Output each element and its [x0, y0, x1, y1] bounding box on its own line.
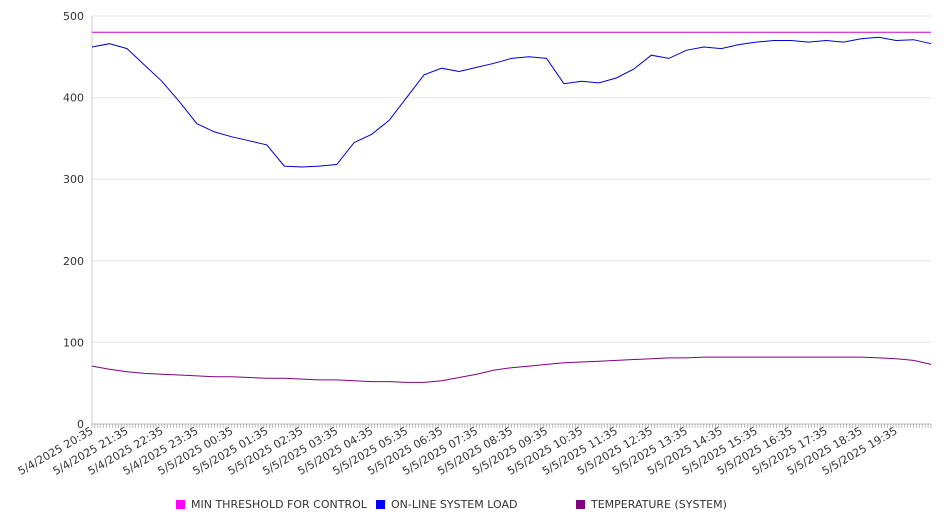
y-axis: 0 100 200 300 400 500	[63, 10, 93, 431]
legend-label-threshold: MIN THRESHOLD FOR CONTROL	[191, 498, 367, 511]
legend-label-temperature: TEMPERATURE (SYSTEM)	[591, 498, 727, 511]
legend-label-system-load: ON-LINE SYSTEM LOAD	[391, 498, 518, 511]
legend-swatch-system-load	[376, 500, 385, 509]
series-line-temperature-system[interactable]	[91, 356, 932, 383]
y-tick-label: 400	[63, 92, 84, 105]
legend-item-temperature[interactable]: TEMPERATURE (SYSTEM)	[576, 498, 727, 511]
legend-item-threshold[interactable]: MIN THRESHOLD FOR CONTROL	[176, 498, 367, 511]
legend-swatch-temperature	[576, 500, 585, 509]
y-tick-label: 300	[63, 173, 84, 186]
y-tick-label: 0	[77, 418, 84, 431]
legend-swatch-threshold	[176, 500, 185, 509]
x-axis: 5/4/2025 20:355/4/2025 21:355/4/2025 22:…	[16, 423, 932, 478]
legend-item-system-load[interactable]: ON-LINE SYSTEM LOAD	[376, 498, 517, 511]
series-lines	[91, 31, 932, 383]
series-line-on-line-system-load[interactable]	[91, 36, 932, 168]
y-tick-label: 500	[63, 10, 84, 23]
legend: MIN THRESHOLD FOR CONTROL ON-LINE SYSTEM…	[0, 498, 946, 514]
y-tick-label: 200	[63, 255, 84, 268]
y-tick-label: 100	[63, 336, 84, 349]
grid-lines	[92, 15, 931, 343]
